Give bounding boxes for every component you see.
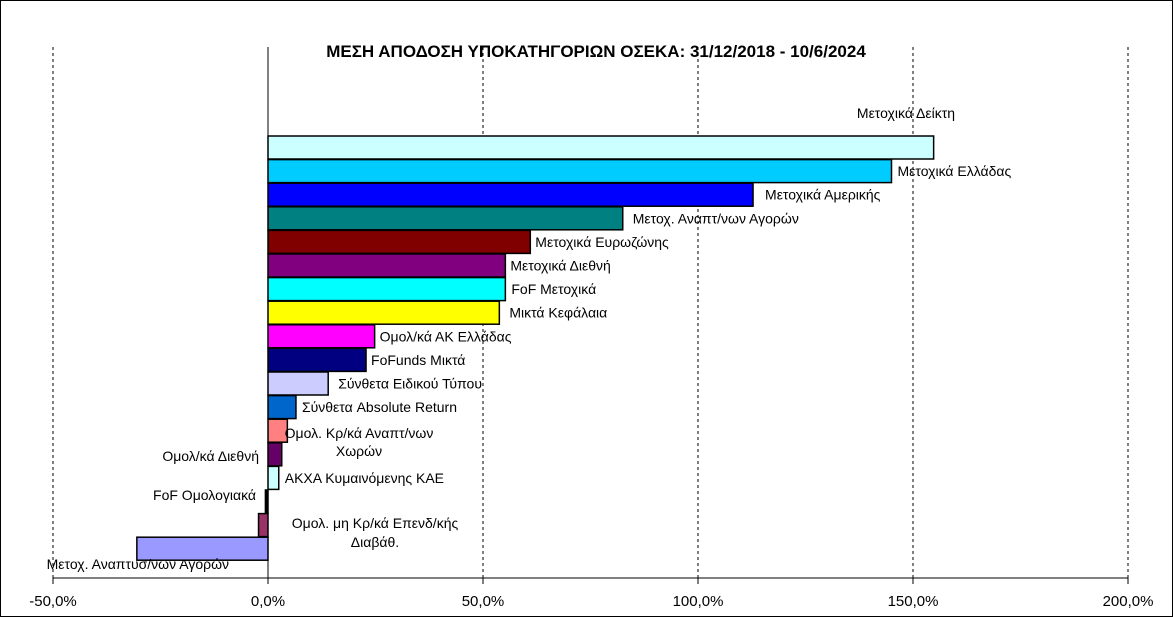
bar-label-line: Ομολ. Κρ/κά Αναπτ/νων (285, 425, 434, 441)
bar-label: Μετοχικά Διεθνή (510, 258, 610, 274)
bar-label: Σύνθετα Absolute Return (302, 399, 457, 415)
bar-label-line: Μετοχ. Αναπτ/νων Αγορών (633, 210, 799, 226)
bar-label-line: Μετοχικά Δείκτη (857, 105, 955, 121)
x-axis: -50,0% 0,0% 50,0% 100,0% 150,0% 200,0% (29, 47, 1153, 610)
bar (257, 512, 269, 538)
bar-label-line: FoF Μετοχικά (511, 281, 596, 297)
bar-label: Μετοχικά Αμερικής (765, 187, 881, 203)
bar-label: Μετοχικά Δείκτη (857, 105, 955, 121)
bar-label: Μικτά Κεφάλαια (509, 305, 607, 321)
x-tick-label: 50,0% (462, 593, 505, 610)
bar-label-line: Μικτά Κεφάλαια (509, 305, 607, 321)
bar (267, 206, 624, 231)
bar-label: FoF Ομολογιακά (153, 487, 256, 503)
x-tick-label: 200,0% (1103, 593, 1154, 610)
bar-label-line: Μετοχικά Ελλάδας (898, 163, 1012, 179)
bar-label-line: Ομολ/κά Διεθνή (162, 448, 259, 464)
bar (267, 465, 280, 491)
bar (267, 394, 297, 420)
data-labels: Μετοχικά Δείκτη Μετοχικά Ελλάδας Μετοχικά … (47, 105, 1012, 572)
x-tick-label: -50,0% (29, 593, 77, 610)
x-tick-label: 0,0% (251, 593, 285, 610)
bar (267, 158, 893, 184)
bar-label: Μετοχικά Ελλάδας (898, 163, 1012, 179)
bar (267, 276, 507, 302)
x-tick-label: 150,0% (888, 593, 939, 610)
bar (267, 347, 367, 373)
bars (136, 135, 935, 561)
bar-label-line: Μετοχικά Διεθνή (510, 258, 610, 274)
bar-label-line: Διαβάθ. (351, 534, 399, 550)
bar (267, 182, 754, 207)
bar-label-line: Μετοχ. Αναπτυσ/νων Αγορών (47, 556, 229, 572)
bar (267, 442, 283, 467)
bar-label-line: Ομολ/κά ΑΚ Ελλάδας (380, 328, 512, 344)
bar-label: Ομολ. Κρ/κά Αναπτ/νων Χωρών (285, 425, 434, 459)
bar (267, 300, 501, 325)
bar (267, 253, 507, 278)
bar-label: Ομολ. μη Κρ/κά Επενδ/κής Διαβάθ. (292, 515, 459, 550)
bar-label-line: FoFunds Μικτά (371, 352, 465, 368)
bar-label-line: ΑΚΧΑ Κυμαινόμενης ΚΑΕ (285, 470, 444, 486)
bar (267, 324, 376, 349)
bar-label: FoFunds Μικτά (371, 352, 465, 368)
bar-label: FoF Μετοχικά (511, 281, 596, 297)
bar-label: Ομολ/κά ΑΚ Ελλάδας (380, 328, 512, 344)
chart-title: ΜΕΣΗ ΑΠΟΔΟΣΗ ΥΠΟΚΑΤΗΓΟΡΙΩΝ ΟΣΕΚΑ: 31/12/… (326, 42, 866, 61)
bar-label: ΑΚΧΑ Κυμαινόμενης ΚΑΕ (285, 470, 444, 486)
bar-label: Ομολ/κά Διεθνή (162, 448, 259, 464)
bar-label-line: Μετοχικά Ευρωζώνης (535, 234, 669, 250)
bar-label-line: Σύνθετα Ειδικού Τύπου (338, 376, 482, 392)
bar (267, 229, 532, 255)
bar-label: Μετοχικά Ευρωζώνης (535, 234, 669, 250)
bar-label-line: Μετοχικά Αμερικής (765, 187, 881, 203)
bar-label-line: Σύνθετα Absolute Return (302, 399, 457, 415)
bar-label-line: Χωρών (336, 443, 382, 459)
bar (267, 135, 935, 160)
x-tick-label: 100,0% (673, 593, 724, 610)
bar-label: Σύνθετα Ειδικού Τύπου (338, 376, 482, 392)
bar (267, 371, 329, 396)
bar-label-line: Ομολ. μη Κρ/κά Επενδ/κής (292, 515, 459, 531)
bar-label: Μετοχ. Αναπτυσ/νων Αγορών (47, 556, 229, 572)
bar-label-line: FoF Ομολογιακά (153, 487, 256, 503)
bar-label: Μετοχ. Αναπτ/νων Αγορών (633, 210, 799, 226)
